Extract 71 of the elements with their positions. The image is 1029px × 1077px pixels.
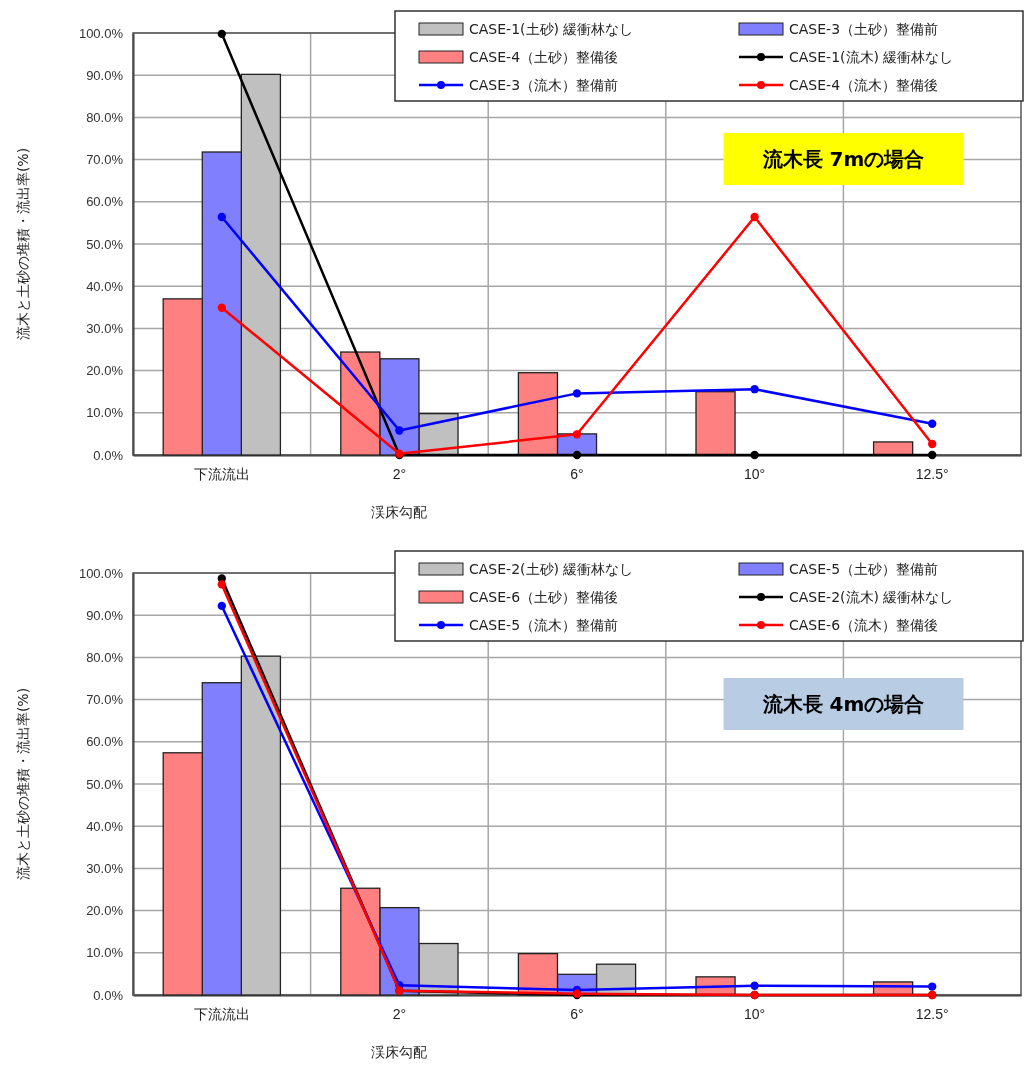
- note-box: 流木長 7mの場合: [723, 133, 964, 185]
- y-tick-label: 40.0%: [86, 278, 124, 294]
- legend-label: CASE-2(流木) 緩衝林なし: [789, 589, 954, 605]
- x-tick-label: 10°: [744, 465, 766, 482]
- x-axis-title: 渓床勾配: [371, 1044, 428, 1060]
- point: [750, 450, 759, 460]
- x-tick-label: 2°: [392, 1005, 407, 1022]
- bar: [695, 391, 736, 456]
- point: [217, 601, 226, 611]
- point: [750, 384, 759, 394]
- y-tick-label: 0.0%: [93, 987, 124, 1003]
- point: [750, 212, 759, 222]
- bar: [872, 441, 914, 456]
- y-axis-title: 流木と土砂の堆積・流出率(%): [15, 687, 31, 881]
- point: [928, 419, 937, 428]
- y-tick-label: 80.0%: [86, 650, 124, 666]
- y-tick-label: 100.0%: [78, 25, 124, 41]
- legend-label: CASE-3（流木）整備前: [469, 77, 619, 93]
- y-tick-label: 40.0%: [86, 818, 124, 834]
- x-axis-title: 渓床勾配: [371, 504, 428, 520]
- annotation: 流木長 7mの場合: [761, 147, 925, 171]
- note-box: 流木長 4mの場合: [723, 678, 964, 730]
- y-tick-label: 100.0%: [78, 565, 124, 581]
- x-tick-label: 6°: [570, 465, 584, 482]
- y-tick-label: 0.0%: [93, 447, 124, 463]
- annotation: 流木長 4mの場合: [761, 692, 925, 716]
- point: [572, 430, 582, 439]
- y-tick-label: 20.0%: [86, 903, 124, 919]
- y-tick-label: 90.0%: [86, 67, 124, 83]
- point: [750, 981, 759, 990]
- x-tick-label: 10°: [744, 1005, 766, 1022]
- y-tick-label: 60.0%: [86, 734, 124, 750]
- y-tick-label: 20.0%: [86, 363, 124, 379]
- point: [928, 982, 937, 991]
- y-tick-label: 50.0%: [86, 776, 124, 792]
- legend-label: CASE-3（土砂）整備前: [789, 21, 939, 37]
- y-tick-label: 30.0%: [86, 861, 124, 877]
- point: [217, 303, 226, 312]
- y-axis-title: 流木と土砂の堆積・流出率(%): [15, 147, 31, 341]
- y-tick-label: 10.0%: [86, 945, 124, 961]
- point: [217, 580, 226, 589]
- x-tick-label: 下流流出: [193, 465, 250, 482]
- x-tick-label: 12.5°: [915, 465, 949, 482]
- legend-label: CASE-2(土砂) 緩衝林なし: [469, 561, 634, 577]
- y-tick-label: 80.0%: [86, 110, 124, 126]
- y-tick-label: 70.0%: [86, 152, 124, 168]
- legend-label: CASE-6（土砂）整備後: [469, 589, 619, 605]
- x-tick-label: 2°: [392, 465, 407, 482]
- y-tick-label: 90.0%: [86, 607, 124, 623]
- y-tick-label: 10.0%: [86, 405, 124, 421]
- legend-label: CASE-6（流木）整備後: [789, 617, 939, 633]
- point: [217, 212, 226, 222]
- legend-label: CASE-5（土砂）整備前: [789, 561, 939, 577]
- x-tick-label: 12.5°: [915, 1005, 949, 1022]
- point: [928, 450, 937, 460]
- x-tick-label: 6°: [570, 1005, 584, 1022]
- y-tick-label: 30.0%: [86, 321, 124, 337]
- legend-label: CASE-4（土砂）整備後: [469, 49, 619, 65]
- y-tick-label: 50.0%: [86, 236, 124, 252]
- legend-label: CASE-4（流木）整備後: [789, 77, 939, 93]
- point: [217, 29, 226, 39]
- legend-label: CASE-1(流木) 緩衝林なし: [789, 49, 954, 65]
- y-tick-label: 70.0%: [86, 692, 124, 708]
- point: [572, 389, 582, 398]
- point: [572, 450, 582, 460]
- legend-label: CASE-1(土砂) 緩衝林なし: [469, 21, 634, 37]
- y-tick-label: 60.0%: [86, 194, 124, 210]
- x-tick-label: 下流流出: [193, 1005, 250, 1022]
- point: [928, 439, 937, 449]
- legend-label: CASE-5（流木）整備前: [469, 617, 619, 633]
- point: [395, 426, 404, 435]
